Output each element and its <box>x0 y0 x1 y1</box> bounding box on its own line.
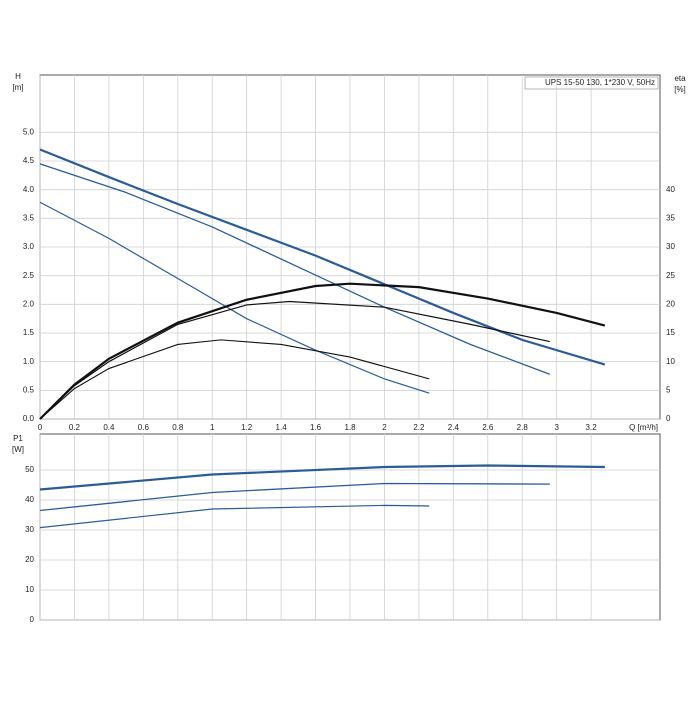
y-tick-label: 0.0 <box>23 414 35 423</box>
y2-tick-label: 40 <box>666 185 675 194</box>
y-tick-label: 10 <box>25 585 34 594</box>
x-tick-label: 0.8 <box>172 423 184 432</box>
x-tick-label: 3.2 <box>586 423 598 432</box>
y-tick-label: 1.0 <box>23 357 35 366</box>
y-label: P1 <box>13 434 23 443</box>
curve <box>39 201 430 394</box>
chart-title: UPS 15-50 130, 1*230 V, 50Hz <box>545 78 655 87</box>
curve <box>39 464 605 491</box>
curve <box>39 163 551 375</box>
curve <box>39 300 550 420</box>
y-tick-label: 3.0 <box>23 242 35 251</box>
y-tick-label: 0.5 <box>23 385 35 394</box>
y-tick-label: 1.5 <box>23 328 35 337</box>
y2-tick-label: 10 <box>666 357 675 366</box>
y2-tick-label: 15 <box>666 328 675 337</box>
y2-tick-label: 0 <box>666 414 671 423</box>
y-tick-label: 2.5 <box>23 271 35 280</box>
x-tick-label: 0 <box>38 423 43 432</box>
y-tick-label: 4.0 <box>23 185 35 194</box>
y-label: H <box>15 72 21 81</box>
x-tick-label: 2 <box>382 423 387 432</box>
y-tick-label: 30 <box>25 525 34 534</box>
x-tick-label: 1.4 <box>276 423 288 432</box>
y-unit: [W] <box>12 445 24 454</box>
y-tick-label: 40 <box>25 495 34 504</box>
y-tick-label: 4.5 <box>23 156 35 165</box>
x-tick-label: 1.8 <box>344 423 356 432</box>
x-tick-label: 0.6 <box>138 423 150 432</box>
x-tick-label: 0.2 <box>69 423 81 432</box>
y-unit: [m] <box>12 83 23 92</box>
y2-unit: [%] <box>674 85 686 94</box>
x-tick-label: 3 <box>554 423 559 432</box>
curve <box>39 482 550 512</box>
x-tick-label: 1 <box>210 423 215 432</box>
y-tick-label: 3.5 <box>23 213 35 222</box>
curve <box>39 504 430 529</box>
x-tick-label: 2.8 <box>517 423 529 432</box>
y2-tick-label: 5 <box>666 385 671 394</box>
curve <box>39 148 606 366</box>
y2-tick-label: 30 <box>666 242 675 251</box>
y-tick-label: 0 <box>30 615 35 624</box>
y2-tick-label: 25 <box>666 271 675 280</box>
curve <box>39 339 430 420</box>
y-tick-label: 20 <box>25 555 34 564</box>
y-tick-label: 5.0 <box>23 127 35 136</box>
x-tick-label: 0.4 <box>103 423 115 432</box>
x-label: Q [m³/h] <box>629 423 658 432</box>
y-tick-label: 2.0 <box>23 299 35 308</box>
y2-tick-label: 20 <box>666 299 675 308</box>
y2-tick-label: 35 <box>666 213 675 222</box>
y-tick-label: 50 <box>25 465 34 474</box>
y2-label: eta <box>674 74 686 83</box>
x-tick-label: 2.4 <box>448 423 460 432</box>
x-tick-label: 1.2 <box>241 423 253 432</box>
x-tick-label: 2.6 <box>482 423 494 432</box>
curve <box>39 282 606 420</box>
x-tick-label: 2.2 <box>413 423 425 432</box>
x-tick-label: 1.6 <box>310 423 322 432</box>
